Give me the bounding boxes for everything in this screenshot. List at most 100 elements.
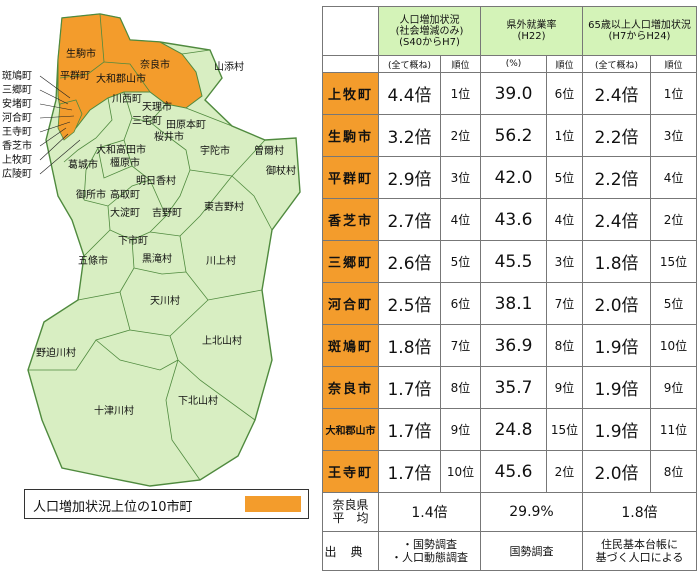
label-yamazoe: 山添村 — [214, 60, 244, 73]
elder-value: 1.9倍 — [582, 408, 651, 451]
emp-value: 42.0 — [480, 156, 547, 199]
table-row: 王寺町 1.7倍 10位 45.6 2位 2.0倍 8位 — [322, 450, 698, 493]
elder-value: 2.0倍 — [582, 450, 651, 493]
pop-value: 2.5倍 — [378, 282, 441, 325]
label-ikoma: 生駒市 — [66, 47, 96, 60]
pop-rank: 10位 — [440, 450, 481, 493]
label-tawaramoto: 田原本町 — [166, 118, 206, 131]
pop-rank: 5位 — [440, 240, 481, 283]
comparison-table: 人口増加状況 (社会増減のみ) (S40からH7) 県外就業率 (H22) 65… — [322, 6, 698, 571]
label-asuka: 明日香村 — [136, 174, 176, 187]
table-row: 奈良市 1.7倍 8位 35.7 9位 1.9倍 9位 — [322, 366, 698, 409]
emp-value: 39.0 — [480, 72, 547, 115]
average-elder: 1.8倍 — [581, 492, 698, 532]
city-name: 香芝市 — [322, 198, 379, 241]
emp-value: 45.6 — [480, 450, 547, 493]
label-shimokitayama: 下北山村 — [178, 394, 218, 407]
label-kawakami: 川上村 — [206, 254, 236, 267]
emp-rank: 7位 — [546, 282, 583, 325]
source-elder: 住民基本台帳に 基づく人口による — [581, 531, 698, 571]
pop-value: 4.4倍 — [378, 72, 441, 115]
left-callouts: 斑鳩町 三郷町 安堵町 河合町 王寺町 香芝市 上牧町 広陵町 — [2, 69, 81, 180]
elder-value: 2.2倍 — [582, 156, 651, 199]
elder-value: 1.8倍 — [582, 240, 651, 283]
emp-rank: 1位 — [546, 114, 583, 157]
emp-value: 43.6 — [480, 198, 547, 241]
label-koryo: 広陵町 — [2, 167, 32, 180]
city-name: 河合町 — [322, 282, 379, 325]
elder-value: 1.9倍 — [582, 366, 651, 409]
average-emp: 29.9% — [480, 492, 583, 532]
label-mitsue: 御杖村 — [266, 164, 296, 177]
pop-rank: 8位 — [440, 366, 481, 409]
label-totsukawa: 十津川村 — [94, 404, 134, 417]
label-higashiyoshino: 東吉野村 — [204, 200, 244, 213]
city-name: 生駒市 — [322, 114, 379, 157]
city-name: 平群町 — [322, 156, 379, 199]
elder-rank: 8位 — [649, 450, 698, 493]
pop-rank: 7位 — [440, 324, 481, 367]
average-label: 奈良県 平 均 — [322, 492, 379, 532]
emp-rank: 2位 — [546, 450, 583, 493]
elder-rank: 1位 — [649, 72, 698, 115]
label-soni: 曽爾村 — [254, 144, 284, 157]
emp-rank: 3位 — [546, 240, 583, 283]
label-heguri: 平群町 — [60, 69, 90, 82]
elder-rank: 4位 — [649, 156, 698, 199]
nara-prefecture-map: 生駒市 奈良市 平群町 大和郡山市 山添村 川西町 天理市 三宅町 田原本町 桜… — [2, 13, 301, 487]
sub-emp-rank: 順位 — [546, 55, 583, 73]
label-kashiba: 香芝市 — [2, 139, 32, 152]
emp-rank: 15位 — [546, 408, 583, 451]
emp-value: 36.9 — [480, 324, 547, 367]
city-name: 上牧町 — [322, 72, 379, 115]
label-miyake: 三宅町 — [132, 114, 162, 127]
sub-pop-rank: 順位 — [440, 55, 481, 73]
elder-rank: 9位 — [649, 366, 698, 409]
label-oyodo: 大淀町 — [110, 206, 140, 219]
source-pop: ・国勢調査 ・人口動態調査 — [378, 531, 481, 571]
map-legend: 人口増加状況上位の10市町 — [24, 489, 309, 519]
source-label: 出典 — [322, 531, 379, 571]
label-katsuragi: 葛城市 — [68, 158, 98, 171]
label-gojo: 五條市 — [78, 254, 108, 267]
label-takatori: 高取町 — [110, 188, 140, 201]
label-nara: 奈良市 — [140, 58, 170, 71]
table-row: 大和郡山市 1.7倍 9位 24.8 15位 1.9倍 11位 — [322, 408, 698, 451]
header-elderly: 65歳以上人口増加状況 (H7からH24) — [581, 6, 698, 56]
emp-value: 56.2 — [480, 114, 547, 157]
elder-rank: 5位 — [649, 282, 698, 325]
elder-value: 2.2倍 — [582, 114, 651, 157]
municipality-labels: 生駒市 奈良市 平群町 大和郡山市 山添村 川西町 天理市 三宅町 田原本町 桜… — [36, 47, 296, 417]
emp-rank: 9位 — [546, 366, 583, 409]
city-name: 斑鳩町 — [322, 324, 379, 367]
label-sango: 三郷町 — [2, 84, 32, 96]
pop-value: 3.2倍 — [378, 114, 441, 157]
emp-rank: 8位 — [546, 324, 583, 367]
elder-rank: 15位 — [649, 240, 698, 283]
emp-rank: 4位 — [546, 198, 583, 241]
label-kashihara: 橿原市 — [110, 156, 140, 169]
label-yamatotakada: 大和高田市 — [96, 143, 146, 156]
table-row: 平群町 2.9倍 3位 42.0 5位 2.2倍 4位 — [322, 156, 698, 199]
label-kanmaki: 上牧町 — [2, 153, 32, 166]
label-kawanishi: 川西町 — [112, 94, 142, 105]
table-row: 斑鳩町 1.8倍 7位 36.9 8位 1.9倍 10位 — [322, 324, 698, 367]
sub-emp-unit: (%) — [480, 55, 547, 73]
label-sakurai: 桜井市 — [154, 130, 184, 143]
elder-rank: 11位 — [649, 408, 698, 451]
label-shimoichi: 下市町 — [118, 234, 148, 247]
label-oji: 王寺町 — [2, 126, 32, 138]
emp-rank: 6位 — [546, 72, 583, 115]
label-tenri: 天理市 — [142, 100, 172, 113]
city-name: 王寺町 — [322, 450, 379, 493]
sub-pop-unit: (全て概ね) — [378, 55, 441, 73]
pop-value: 2.9倍 — [378, 156, 441, 199]
pop-value: 1.7倍 — [378, 366, 441, 409]
elder-value: 2.0倍 — [582, 282, 651, 325]
label-ikaruga: 斑鳩町 — [2, 69, 32, 82]
label-uda: 宇陀市 — [200, 144, 230, 157]
label-tenkawa: 天川村 — [150, 294, 180, 307]
pop-value: 2.6倍 — [378, 240, 441, 283]
label-yoshino: 吉野町 — [152, 207, 182, 219]
city-name: 三郷町 — [322, 240, 379, 283]
